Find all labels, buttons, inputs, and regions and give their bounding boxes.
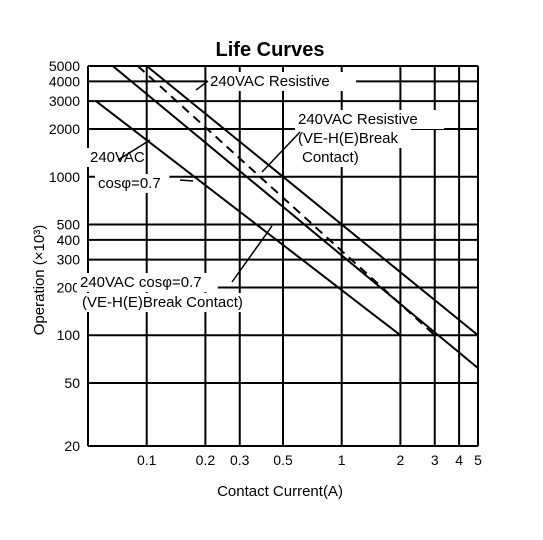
annotation-bg-resve2: [295, 129, 411, 148]
annotation-bg-cos2: [95, 174, 170, 193]
annotation-bg-cosve1: [77, 273, 218, 292]
leader-line-1: [261, 131, 301, 173]
plot-frame: [87, 65, 479, 447]
x-tick-label-4: 1: [338, 452, 346, 468]
leader-line-0: [195, 80, 209, 91]
y-tick-label-2: 100: [57, 327, 81, 343]
leader-line-2: [117, 139, 151, 161]
y-axis-label: Operation (×10³): [31, 225, 48, 335]
x-tick-label-3: 0.5: [273, 452, 293, 468]
annotation-bg-res: [207, 72, 357, 91]
annotation-cosve1: 240VAC cosφ=0.7: [80, 274, 202, 291]
series-line-1: [146, 65, 479, 337]
y-tick-label-7: 1000: [49, 169, 80, 185]
x-tick-label-7: 4: [455, 452, 463, 468]
annotation-bg-cosve2: [79, 293, 270, 312]
annotation-resve2: (VE-H(E)Break: [298, 130, 399, 147]
y-tick-label-6: 500: [57, 216, 81, 232]
series-line-3: [95, 100, 402, 337]
x-tick-label-8: 5: [474, 452, 482, 468]
leader-line-4: [231, 225, 273, 283]
annotations: 240VAC Resistive 240VAC Resistive (VE-H(E)…: [77, 72, 445, 312]
annotation-res: 240VAC Resistive: [210, 73, 330, 90]
x-tick-label-6: 3: [431, 452, 439, 468]
series-group: [95, 65, 479, 369]
y-tick-label-10: 4000: [49, 73, 80, 89]
y-tick-label-1: 50: [64, 375, 80, 391]
x-tick-label-1: 0.2: [196, 452, 216, 468]
annotation-cos2: cosφ=0.7: [98, 175, 161, 192]
x-tick-label-0: 0.1: [137, 452, 157, 468]
annotation-resve3: Contact): [302, 149, 359, 166]
x-tick-label-2: 0.3: [230, 452, 250, 468]
annotation-bg-resve1: [295, 110, 445, 129]
y-tick-label-9: 3000: [49, 93, 80, 109]
series-line-0: [112, 65, 479, 369]
annotation-cosve2: (VE-H(E)Break Contact): [82, 294, 243, 311]
y-tick-label-11: 5000: [49, 58, 80, 74]
chart-title: Life Curves: [216, 39, 325, 61]
y-tick-label-0: 20: [64, 438, 80, 454]
y-tick-label-3: 200: [57, 280, 81, 296]
x-axis-label: Contact Current(A): [217, 483, 343, 500]
leader-line-3: [179, 179, 194, 182]
annotation-resve1: 240VAC Resistive: [298, 111, 418, 128]
annotation-bg-resve3: [299, 148, 374, 167]
y-tick-label-8: 2000: [49, 121, 80, 137]
y-tick-label-4: 300: [57, 252, 81, 268]
y-tick-label-5: 400: [57, 232, 81, 248]
series-line-2: [137, 65, 436, 336]
annotation-cos1: 240VAC: [90, 149, 145, 166]
x-tick-label-5: 2: [397, 452, 405, 468]
